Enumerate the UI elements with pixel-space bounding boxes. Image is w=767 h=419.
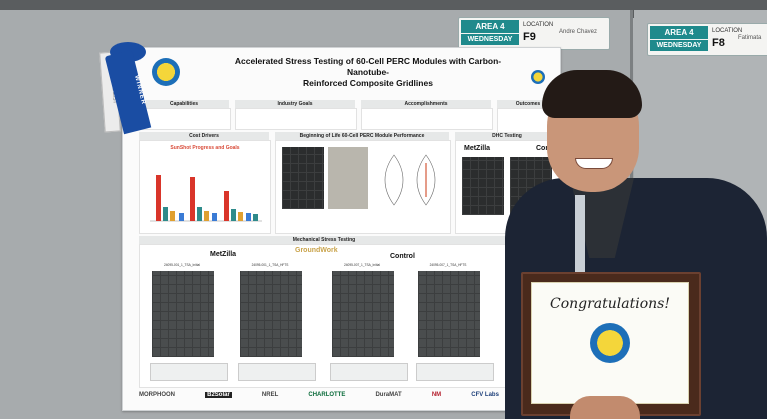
metzilla-heading: MetZilla: [210, 251, 237, 258]
mechanical-panel: MetZilla GroundWork Control 24095-001_1_…: [139, 244, 511, 388]
logo-nm: NM: [431, 392, 442, 398]
person-hair: [542, 70, 642, 118]
logo-morphoon: MORPHOON: [139, 392, 175, 398]
dhc-metzilla-label: MetZilla: [464, 145, 491, 152]
person-smile: [575, 158, 613, 169]
section-cost-drivers: Cost Drivers: [139, 132, 269, 140]
day-label: WEDNESDAY: [650, 40, 708, 51]
section-accomplishments: Accomplishments: [361, 100, 491, 108]
el-module-image: [418, 271, 480, 357]
measurement-table: [416, 363, 494, 381]
module-label: 24095-001_1_TSA_HFTS: [251, 263, 289, 267]
sponsor-logos: MORPHOON B2Solar NREL CHARLOTTE DuraMAT …: [139, 392, 499, 398]
bol-panel: [275, 140, 451, 234]
measurement-table: [150, 363, 228, 381]
sunshot-bar-chart: [150, 175, 262, 222]
poster-title-line1: Accelerated Stress Testing of 60-Cell PE…: [234, 56, 502, 77]
groundwork-logo: GroundWork: [295, 247, 338, 254]
location-code: F9: [523, 31, 536, 43]
dhc-panel: MetZilla Cont: [455, 140, 561, 234]
certificate-seal: [590, 323, 630, 363]
industry-goals-text: [235, 108, 357, 130]
section-mechanical: Mechanical Stress Testing: [139, 236, 509, 244]
el-module-image: [240, 271, 302, 357]
certificate: Congratulations!: [531, 282, 689, 404]
dhc-module-metzilla: [462, 157, 504, 215]
certificate-title: Congratulations!: [550, 296, 670, 312]
section-capabilities: Capabilities: [139, 100, 229, 108]
poster-title-line2: Reinforced Composite Gridlines: [303, 78, 433, 88]
el-module-image: [332, 271, 394, 357]
section-outcomes: Outcomes: [497, 100, 559, 108]
area-label: AREA 4: [650, 26, 708, 39]
module-label: 24095-001_1_TSA_Initial: [164, 263, 200, 267]
area-label: AREA 4: [461, 20, 519, 33]
logo-charlotte: CHARLOTTE: [308, 392, 346, 398]
ieee-logo: [152, 58, 180, 86]
el-module-image: [152, 271, 214, 357]
location-code: F8: [712, 37, 725, 49]
research-poster: Accelerated Stress Testing of 60-Cell PE…: [122, 47, 561, 411]
dhc-control-label: Cont: [536, 145, 552, 152]
accomplishments-text: [361, 108, 493, 130]
module-label: 24095-007_1_TSA_Initial: [344, 263, 380, 267]
el-image-module: [282, 147, 324, 209]
lanyard: [575, 195, 585, 275]
section-bol-performance: Beginning of Life 60-Cell PERC Module Pe…: [275, 132, 449, 140]
area-tag-left: AREA 4 WEDNESDAY LOCATION F9 Andre Chave…: [458, 17, 610, 50]
area-tag-right: AREA 4 WEDNESDAY LOCATION F8 Fatimata: [647, 23, 767, 56]
presenter-name: Andre Chavez: [559, 29, 598, 35]
section-dhc-testing: DHC Testing: [455, 132, 559, 140]
chart-title: SunShot Progress and Goals: [170, 145, 240, 151]
presenter-name: Fatimata: [738, 35, 762, 41]
measurement-table: [330, 363, 408, 381]
module-label: 24095-007_1_TSA_HFTS: [429, 263, 467, 267]
poster-title: Accelerated Stress Testing of 60-Cell PE…: [218, 56, 518, 89]
location-label: LOCATION: [712, 28, 743, 34]
control-heading: Control: [390, 253, 415, 260]
logo-b2solar: B2Solar: [205, 392, 232, 398]
section-industry-goals: Industry Goals: [235, 100, 355, 108]
nm-logo: [531, 70, 545, 84]
violin-plot: [384, 154, 436, 206]
cost-drivers-panel: SunShot Progress and Goals: [139, 140, 271, 234]
capabilities-text: [139, 108, 231, 130]
person-hand: [570, 396, 640, 419]
day-label: WEDNESDAY: [461, 34, 519, 45]
logo-nrel: NREL: [261, 392, 279, 398]
module-photo: [328, 147, 368, 209]
logo-duramat: DuraMAT: [375, 392, 402, 398]
logo-cfv-labs: CFV Labs: [471, 392, 499, 398]
measurement-table: [238, 363, 316, 381]
location-label: LOCATION: [523, 22, 554, 28]
